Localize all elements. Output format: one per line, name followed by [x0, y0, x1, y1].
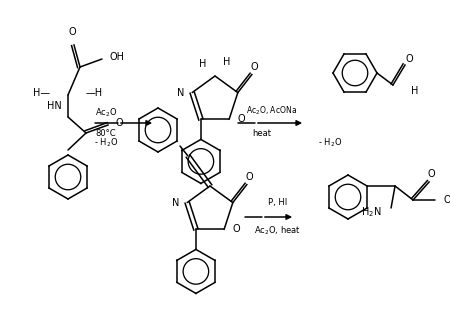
Text: - H$_2$O: - H$_2$O: [94, 137, 118, 149]
Text: Ac$_2$O, AcONa: Ac$_2$O, AcONa: [247, 105, 297, 117]
Text: Ac$_2$O, heat: Ac$_2$O, heat: [255, 225, 302, 237]
Text: H: H: [223, 57, 231, 67]
Text: O: O: [116, 118, 124, 128]
Text: - H$_2$O: - H$_2$O: [318, 137, 342, 149]
Text: —H: —H: [86, 88, 103, 98]
Text: 80°C: 80°C: [96, 129, 116, 138]
Text: O: O: [405, 54, 413, 64]
Text: O: O: [68, 27, 76, 37]
Text: H$_2$N: H$_2$N: [360, 205, 381, 219]
Text: O: O: [245, 172, 252, 181]
Text: O: O: [250, 62, 258, 72]
Text: OH: OH: [110, 52, 125, 62]
Text: HN: HN: [47, 101, 62, 111]
Text: O: O: [237, 114, 245, 124]
Text: N: N: [177, 88, 184, 98]
Text: O: O: [232, 224, 240, 234]
Text: heat: heat: [252, 129, 271, 138]
Text: O: O: [427, 169, 435, 179]
Text: H—: H—: [33, 88, 50, 98]
Text: OH: OH: [443, 195, 450, 205]
Text: N: N: [172, 198, 179, 208]
Text: H: H: [411, 86, 419, 96]
Text: H: H: [199, 59, 207, 69]
Text: Ac$_2$O: Ac$_2$O: [95, 107, 117, 119]
Text: P, HI: P, HI: [268, 198, 288, 208]
